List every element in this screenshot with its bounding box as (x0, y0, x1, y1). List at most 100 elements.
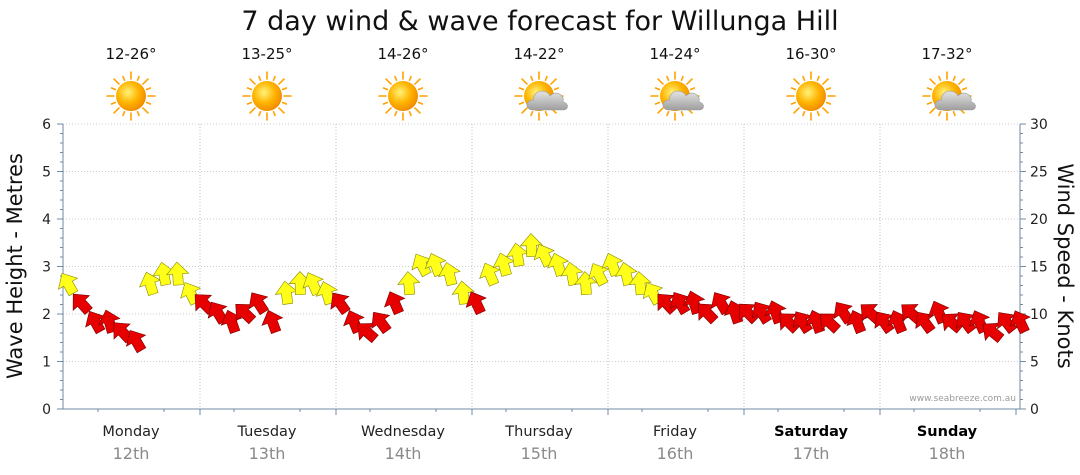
sun-ray (382, 101, 389, 105)
wind-arrow (982, 322, 1005, 343)
sun-ray (689, 87, 696, 91)
sun-ray (385, 107, 392, 114)
wind-arrow (302, 272, 324, 297)
partly-cloudy-icon (514, 71, 568, 121)
sun-disc (116, 81, 146, 111)
wind-arrow (956, 311, 977, 335)
right-tick-label: 10 (1030, 307, 1048, 323)
sun-ray (929, 107, 936, 114)
right-tick-label: 30 (1030, 117, 1048, 133)
sun-ray (110, 87, 117, 91)
wind-arrow (670, 291, 691, 316)
sun-ray (145, 101, 152, 105)
wind-arrow (941, 313, 964, 334)
day-date-label: 17th (793, 444, 830, 463)
day-name-label: Saturday (774, 424, 848, 440)
wind-arrow (614, 261, 638, 287)
wind-arrow (533, 243, 555, 268)
sun-ray (521, 107, 528, 114)
temp-range-label: 14-22° (513, 45, 564, 63)
wind-arrow (438, 261, 461, 287)
day-name-label: Wednesday (361, 424, 445, 440)
day-name-label: Monday (102, 424, 160, 440)
sun-ray (686, 78, 693, 85)
wind-arrow (751, 301, 773, 325)
sun-ray (544, 75, 548, 82)
sun-ray (136, 75, 140, 82)
left-tick-label: 5 (42, 165, 51, 181)
cloud-shape (934, 90, 976, 111)
sun-ray (278, 78, 285, 85)
wind-arrow (779, 313, 801, 334)
sun-ray (553, 87, 560, 91)
sun-ray (414, 107, 421, 114)
sun-ray (952, 110, 956, 117)
sun-ray (926, 87, 933, 91)
sun-ray (408, 75, 412, 82)
wind-arrow (833, 302, 854, 325)
temp-range-label: 16-30° (785, 45, 836, 63)
sun-ray (122, 75, 126, 82)
sun-ray (414, 78, 421, 85)
sun-ray (142, 107, 149, 114)
wind-arrow (274, 280, 298, 305)
sun-ray (518, 87, 525, 91)
right-axis-ticks: 0 5 10 15 20 25 30 (1020, 117, 1048, 418)
sun-ray (258, 75, 262, 82)
left-axis-label: Wave Height - Metres (3, 153, 27, 379)
sun-ray (249, 78, 256, 85)
sun-ray (938, 75, 942, 82)
temp-range-label: 14-26° (377, 45, 428, 63)
sun-disc (252, 81, 282, 111)
wind-arrow (479, 262, 501, 287)
day-date-label: 18th (929, 444, 966, 463)
left-tick-label: 0 (42, 402, 51, 418)
sun-ray (793, 78, 800, 85)
sun-ray (530, 110, 534, 117)
sun-ray (657, 78, 664, 85)
sun-ray (802, 75, 806, 82)
left-tick-label: 3 (42, 260, 51, 276)
sun-ray (790, 87, 797, 91)
sun-ray (666, 110, 670, 117)
sun-ray (281, 87, 288, 91)
wind-arrow (207, 301, 229, 325)
wind-arrow (411, 253, 433, 278)
wind-arrow (915, 311, 936, 335)
day-date-label: 14th (385, 444, 422, 463)
sun-ray (246, 101, 253, 105)
wind-arrow (492, 252, 515, 277)
wind-arrow (330, 292, 351, 316)
wind-arrow (792, 311, 813, 335)
sun-ray (654, 101, 661, 105)
sun-ray (680, 75, 684, 82)
day-name-label: Thursday (504, 424, 573, 440)
wind-arrow (657, 293, 678, 315)
sun-ray (110, 101, 117, 105)
wind-arrow (601, 252, 624, 278)
left-axis-ticks: 0 1 2 3 4 5 6 (42, 117, 63, 418)
temp-range-label: 17-32° (921, 45, 972, 63)
right-tick-label: 15 (1030, 260, 1048, 276)
wind-arrow (261, 309, 284, 335)
day-name-label: Tuesday (237, 424, 297, 440)
sun-ray (281, 101, 288, 105)
wind-arrow (465, 291, 487, 316)
partly-cloudy-icon (922, 71, 976, 121)
left-tick-label: 1 (42, 355, 51, 371)
sun-ray (938, 110, 942, 117)
wind-arrow (424, 253, 447, 278)
sun-ray (408, 110, 412, 117)
sun-ray (680, 110, 684, 117)
day-date-label: 13th (249, 444, 286, 463)
right-tick-label: 20 (1030, 212, 1048, 228)
right-tick-label: 25 (1030, 165, 1048, 181)
chart-title: 7 day wind & wave forecast for Willunga … (241, 6, 838, 37)
sun-ray (272, 110, 276, 117)
day-date-label: 15th (521, 444, 558, 463)
wind-arrow (560, 261, 584, 287)
sun-ray (816, 75, 820, 82)
wind-arrow (248, 292, 269, 316)
sun-ray (961, 87, 968, 91)
sun-ray (822, 78, 829, 85)
